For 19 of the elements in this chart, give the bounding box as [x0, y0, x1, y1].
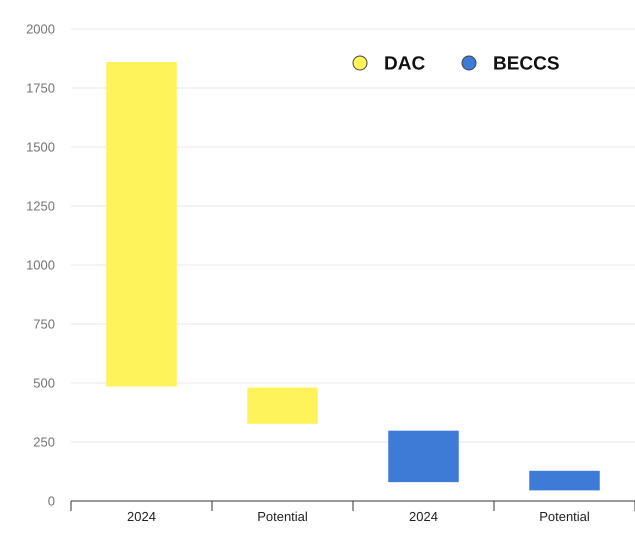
y-tick-label: 1500 [26, 140, 55, 155]
legend-label: DAC [384, 54, 426, 75]
x-tick-label: 2024 [409, 509, 438, 524]
legend-label: BECCS [493, 54, 560, 75]
y-tick-label: 500 [33, 376, 55, 391]
y-tick-label: 1250 [26, 198, 55, 214]
y-tick-label: 0 [48, 494, 55, 509]
bar [529, 470, 600, 490]
y-tick-label: 1000 [26, 258, 55, 273]
y-tick-label: 250 [33, 434, 55, 450]
bar [388, 430, 459, 482]
y-tick-label: 750 [33, 316, 55, 332]
bar [247, 387, 318, 424]
x-tick-label: Potential [539, 509, 590, 524]
x-tick-label: 2024 [127, 509, 156, 524]
y-tick-label: 1750 [26, 80, 55, 96]
x-tick-label: Potential [257, 509, 308, 524]
bar [106, 62, 177, 387]
y-tick-label: 2000 [26, 22, 55, 37]
